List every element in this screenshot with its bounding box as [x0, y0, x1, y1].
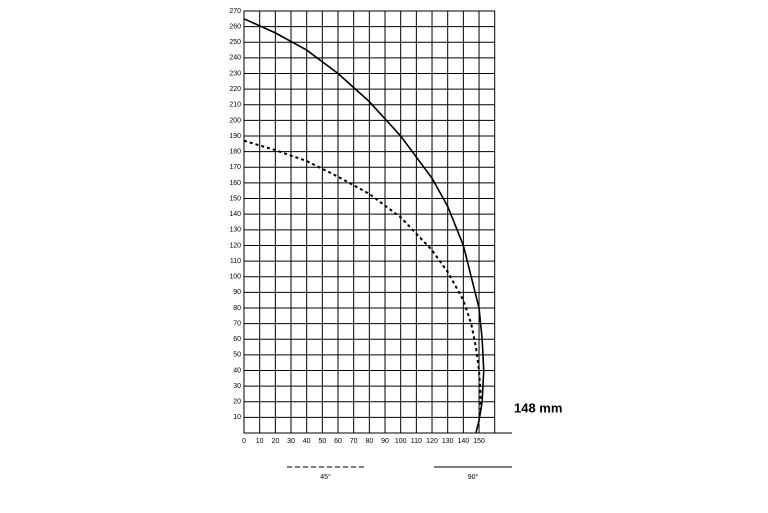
annotation: 148 mm [514, 400, 562, 415]
legend-label: 45° [320, 473, 331, 481]
y-tick-label: 230 [229, 70, 241, 77]
x-tick-label: 90 [381, 438, 389, 445]
x-tick-label: 10 [256, 438, 264, 445]
y-tick-label: 150 [229, 195, 241, 202]
y-tick-label: 160 [229, 180, 241, 187]
y-tick-label: 30 [233, 383, 241, 390]
x-tick-label: 140 [458, 438, 470, 445]
x-tick-label: 110 [411, 438, 422, 445]
legend-label: 90° [468, 473, 479, 481]
y-tick-label: 70 [233, 320, 241, 327]
series-line [243, 18, 485, 434]
y-tick-label: 270 [229, 8, 241, 15]
y-tick-label: 20 [233, 399, 241, 406]
x-tick-label: 40 [303, 438, 311, 445]
y-tick-label: 260 [229, 23, 241, 30]
x-tick-label: 70 [350, 438, 358, 445]
y-tick-label: 170 [229, 164, 241, 171]
x-tick-label: 50 [318, 438, 326, 445]
y-tick-label: 80 [233, 305, 241, 312]
y-tick-label: 250 [229, 39, 241, 46]
y-tick-label: 40 [233, 367, 241, 374]
x-tick-label: 150 [473, 438, 485, 445]
x-tick-label: 80 [365, 438, 373, 445]
y-tick-label: 180 [229, 149, 241, 156]
y-tick-label: 240 [229, 55, 241, 62]
y-tick-label: 190 [229, 133, 241, 140]
y-tick-label: 50 [233, 352, 241, 359]
x-tick-label: 120 [426, 438, 438, 445]
series-line [243, 139, 482, 410]
x-tick-label: 20 [271, 438, 279, 445]
y-tick-label: 90 [233, 289, 241, 296]
y-tick-label: 60 [233, 336, 241, 343]
x-tick-label: 30 [287, 438, 295, 445]
y-tick-label: 120 [229, 242, 241, 249]
y-tick-label: 110 [230, 258, 241, 265]
y-tick-label: 220 [229, 86, 241, 93]
x-tick-label: 130 [442, 438, 454, 445]
y-tick-label: 10 [233, 414, 241, 421]
y-tick-label: 100 [229, 274, 241, 281]
x-tick-label: 0 [242, 438, 246, 445]
y-tick-label: 200 [229, 117, 241, 124]
x-tick-label: 100 [395, 438, 407, 445]
y-tick-label: 210 [229, 102, 241, 109]
y-tick-label: 130 [229, 227, 241, 234]
x-tick-label: 60 [334, 438, 342, 445]
y-tick-label: 140 [229, 211, 241, 218]
